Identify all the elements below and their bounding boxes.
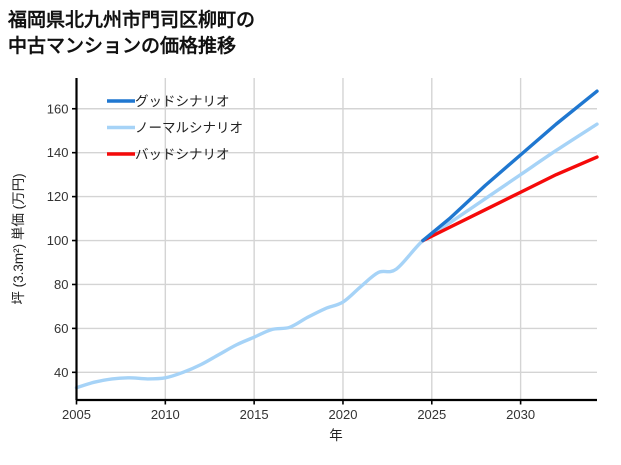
y-tick-label: 160 [47,101,69,116]
x-tick-label: 2010 [151,407,180,422]
chart-title-line-2: 中古マンションの価格推移 [8,36,237,58]
legend-label: ノーマルシナリオ [135,121,243,136]
legend-label: グッドシナリオ [135,94,230,109]
y-axis-tick-labels: 40 60 80 100 120 140 160 [47,101,69,380]
x-tick-label: 2025 [417,407,446,422]
series-lines [74,89,599,390]
series-line-normal [74,122,599,390]
x-axis-title: 年 [329,428,343,443]
y-tick-label: 40 [54,365,68,380]
y-tick-label: 80 [54,277,68,292]
y-tick-label: 60 [54,321,68,336]
series-line-bad [421,155,599,243]
y-axis-title: 坪 (3.3m²) 単価 (万円) [11,173,26,304]
chart-title: 福岡県北九州市門司区柳町の 中古マンションの価格推移 [8,8,608,60]
x-tick-label: 2030 [506,407,535,422]
x-tick-label: 2005 [62,407,91,422]
x-tick-label: 2020 [329,407,358,422]
x-tick-label: 2015 [240,407,269,422]
x-axis-tick-labels: 2005 2010 2015 2020 2025 2030 [62,407,535,422]
y-tick-label: 140 [47,145,69,160]
tick-marks [72,107,522,405]
legend-label: バッドシナリオ [135,147,230,162]
axis-lines [75,78,597,402]
chart-title-line-1: 福岡県北九州市門司区柳町の [8,10,256,31]
y-tick-label: 100 [47,233,69,248]
y-tick-label: 120 [47,189,69,204]
series-line-good [421,89,599,243]
